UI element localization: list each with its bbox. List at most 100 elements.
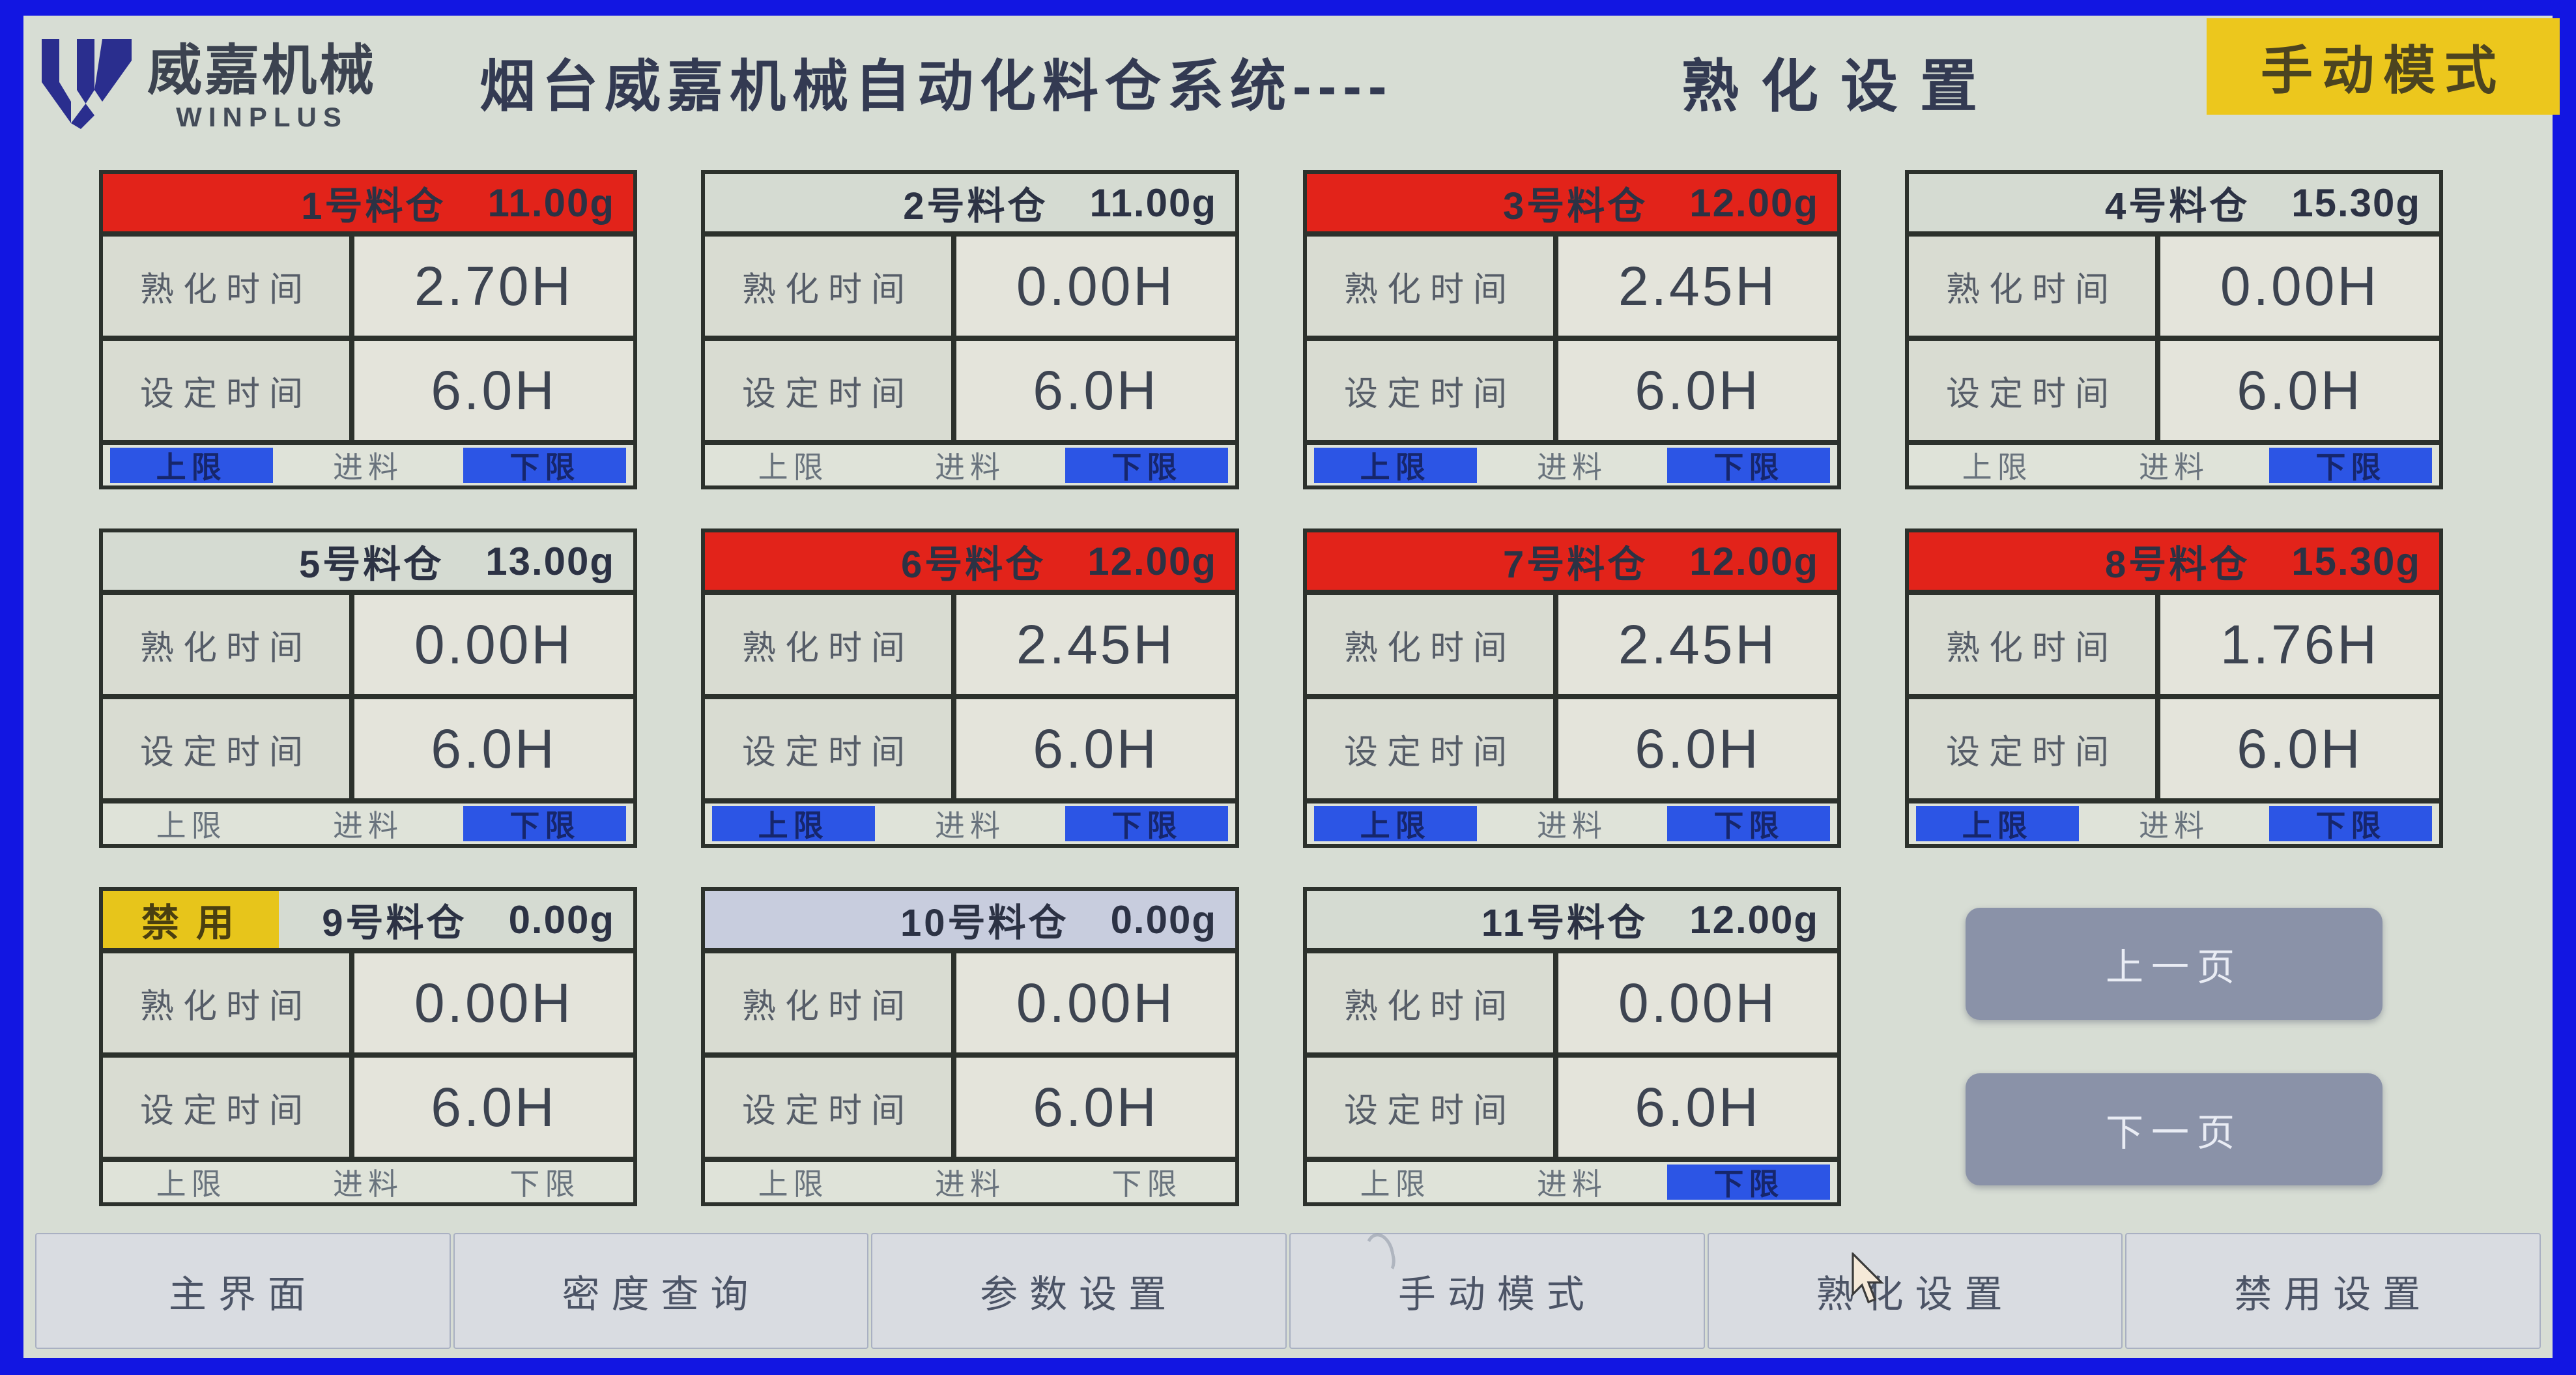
brand-name-cn: 威嘉机械: [147, 40, 377, 101]
set-time-label: 设定时间: [1909, 699, 2155, 798]
feed-indicator: 进料: [2138, 450, 2209, 484]
silo-header: 禁用 7号料仓 12.00g: [1307, 532, 1837, 590]
limit-indicators: 上限 进料 下限: [1307, 803, 1837, 844]
set-time-value[interactable]: 6.0H: [354, 1058, 633, 1157]
set-time-value[interactable]: 6.0H: [1558, 699, 1837, 798]
curing-time-value: 2.45H: [1558, 237, 1837, 336]
set-time-label: 设定时间: [705, 699, 951, 798]
silo-header: 禁用 11号料仓 12.00g: [1307, 891, 1837, 948]
silo-card-9: 禁用 9号料仓 0.00g 熟化时间 0.00H 设定时间 6.0H 上限 进料…: [99, 887, 637, 1206]
limit-indicators: 上限 进料 下限: [1909, 445, 2439, 485]
set-time-row: 设定时间 6.0H: [1909, 341, 2439, 440]
set-time-label: 设定时间: [103, 1058, 349, 1157]
limit-indicators: 上限 进料 下限: [1307, 445, 1837, 485]
upper-limit-indicator: 上限: [156, 1167, 227, 1201]
silo-card-3: 禁用 3号料仓 12.00g 熟化时间 2.45H 设定时间 6.0H 上限 进…: [1303, 170, 1841, 489]
silo-grid: 禁用 1号料仓 11.00g 熟化时间 2.70H 设定时间 6.0H 上限 进…: [99, 170, 2443, 1206]
limit-indicators: 上限 进料 下限: [103, 445, 633, 485]
feed-indicator: 进料: [934, 809, 1005, 843]
curing-time-value: 0.00H: [2160, 237, 2439, 336]
silo-name: 9号料仓: [322, 902, 467, 944]
topbar: 威嘉机械 WINPLUS 烟台威嘉机械自动化料仓系统---- 熟化设置 手动模式: [23, 16, 2560, 154]
upper-limit-indicator: 上限: [1962, 450, 2033, 484]
feed-indicator: 进料: [332, 809, 403, 843]
set-time-label: 设定时间: [1307, 699, 1553, 798]
nav-manual-mode-button[interactable]: 手动模式: [1289, 1233, 1705, 1349]
upper-limit-indicator: 上限: [711, 806, 875, 843]
silo-card-10: 禁用 10号料仓 0.00g 熟化时间 0.00H 设定时间 6.0H 上限 进…: [701, 887, 1239, 1206]
lower-limit-indicator: 下限: [2269, 448, 2433, 484]
set-time-value[interactable]: 6.0H: [1558, 1058, 1837, 1157]
curing-time-row: 熟化时间 0.00H: [705, 237, 1235, 336]
silo-card-5: 禁用 5号料仓 13.00g 熟化时间 0.00H 设定时间 6.0H 上限 进…: [99, 528, 637, 848]
set-time-label: 设定时间: [103, 699, 349, 798]
silo-card-11: 禁用 11号料仓 12.00g 熟化时间 0.00H 设定时间 6.0H 上限 …: [1303, 887, 1841, 1206]
feed-indicator: 进料: [332, 450, 403, 484]
limit-indicators: 上限 进料 下限: [1307, 1162, 1837, 1202]
set-time-row: 设定时间 6.0H: [103, 699, 633, 798]
silo-name: 10号料仓: [900, 902, 1069, 944]
set-time-row: 设定时间 6.0H: [1307, 699, 1837, 798]
curing-time-row: 熟化时间 0.00H: [103, 595, 633, 694]
set-time-row: 设定时间 6.0H: [1307, 1058, 1837, 1157]
silo-weight: 12.00g: [1689, 897, 1819, 942]
lower-limit-indicator: 下限: [1667, 448, 1831, 484]
lower-limit-indicator: 下限: [509, 1167, 580, 1201]
curing-time-label: 熟化时间: [705, 237, 951, 336]
lower-limit-indicator: 下限: [1065, 806, 1229, 843]
silo-header: 禁用 4号料仓 15.30g: [1909, 174, 2439, 231]
silo-name: 3号料仓: [1502, 185, 1648, 227]
feed-indicator: 进料: [1536, 450, 1607, 484]
upper-limit-indicator: 上限: [758, 1167, 829, 1201]
set-time-value[interactable]: 6.0H: [2160, 699, 2439, 798]
set-time-label: 设定时间: [705, 1058, 951, 1157]
next-page-button[interactable]: 下一页: [1966, 1073, 2383, 1185]
nav-disable-settings-button[interactable]: 禁用设置: [2125, 1233, 2541, 1349]
set-time-value[interactable]: 6.0H: [956, 699, 1235, 798]
silo-header: 禁用 10号料仓 0.00g: [705, 891, 1235, 948]
silo-card-2: 禁用 2号料仓 11.00g 熟化时间 0.00H 设定时间 6.0H 上限 进…: [701, 170, 1239, 489]
curing-time-label: 熟化时间: [103, 237, 349, 336]
nav-main-screen-button[interactable]: 主界面: [35, 1233, 451, 1349]
nav-parameter-settings-button[interactable]: 参数设置: [871, 1233, 1287, 1349]
system-title: 烟台威嘉机械自动化料仓系统----: [479, 55, 1394, 118]
silo-name: 4号料仓: [2104, 185, 2250, 227]
curing-time-value: 2.45H: [1558, 595, 1837, 694]
nav-curing-settings-button[interactable]: 熟化设置: [1707, 1233, 2123, 1349]
feed-indicator: 进料: [2138, 809, 2209, 843]
set-time-label: 设定时间: [705, 341, 951, 440]
brand-name-en: WINPLUS: [176, 102, 348, 133]
lower-limit-indicator: 下限: [1667, 1165, 1831, 1201]
silo-weight: 12.00g: [1689, 539, 1819, 583]
upper-limit-indicator: 上限: [1360, 1167, 1431, 1201]
curing-time-row: 熟化时间 2.45H: [705, 595, 1235, 694]
pager: 上一页 下一页: [1905, 887, 2443, 1206]
limit-indicators: 上限 进料 下限: [705, 445, 1235, 485]
silo-card-4: 禁用 4号料仓 15.30g 熟化时间 0.00H 设定时间 6.0H 上限 进…: [1905, 170, 2443, 489]
screen: 威嘉机械 WINPLUS 烟台威嘉机械自动化料仓系统---- 熟化设置 手动模式…: [23, 16, 2560, 1358]
curing-time-value: 2.70H: [354, 237, 633, 336]
lower-limit-indicator: 下限: [463, 448, 627, 484]
silo-name: 7号料仓: [1502, 543, 1648, 586]
set-time-value[interactable]: 6.0H: [956, 341, 1235, 440]
set-time-row: 设定时间 6.0H: [705, 1058, 1235, 1157]
upper-limit-indicator: 上限: [109, 448, 273, 484]
bottom-nav: 主界面 密度查询 参数设置 手动模式 熟化设置 禁用设置: [35, 1233, 2541, 1349]
prev-page-button[interactable]: 上一页: [1966, 908, 2383, 1020]
set-time-value[interactable]: 6.0H: [1558, 341, 1837, 440]
limit-indicators: 上限 进料 下限: [1909, 803, 2439, 844]
set-time-value[interactable]: 6.0H: [354, 341, 633, 440]
disabled-badge: 禁用: [103, 891, 279, 948]
curing-time-label: 熟化时间: [1307, 237, 1553, 336]
silo-header: 禁用 5号料仓 13.00g: [103, 532, 633, 590]
nav-density-query-button[interactable]: 密度查询: [453, 1233, 869, 1349]
feed-indicator: 进料: [934, 450, 1005, 484]
curing-time-value: 2.45H: [956, 595, 1235, 694]
set-time-value[interactable]: 6.0H: [2160, 341, 2439, 440]
set-time-value[interactable]: 6.0H: [354, 699, 633, 798]
silo-card-7: 禁用 7号料仓 12.00g 熟化时间 2.45H 设定时间 6.0H 上限 进…: [1303, 528, 1841, 848]
set-time-value[interactable]: 6.0H: [956, 1058, 1235, 1157]
set-time-label: 设定时间: [1307, 1058, 1553, 1157]
lower-limit-indicator: 下限: [2269, 806, 2433, 843]
